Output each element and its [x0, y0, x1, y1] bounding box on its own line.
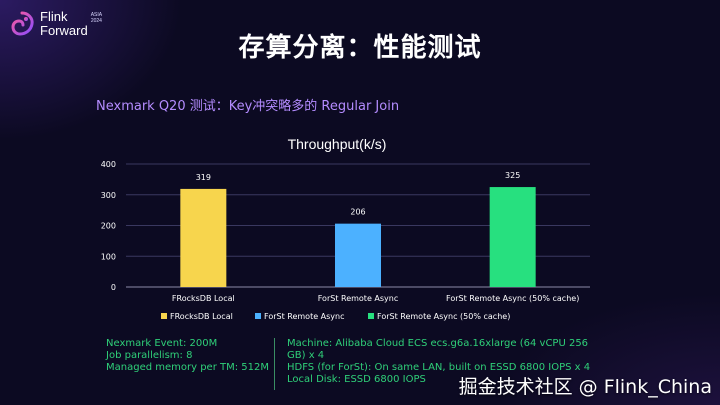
info-left-line-0: Nexmark Event: 200M [106, 338, 218, 349]
logo-line2: Forward [40, 23, 88, 38]
bar [489, 187, 536, 287]
legend-swatch [368, 313, 374, 319]
watermark: 掘金技术社区 @ Flink_China [458, 376, 712, 398]
flink-forward-logo: Flink Forward ASIA 2024 [8, 10, 102, 38]
chart-title: Throughput(k/s) [288, 136, 387, 152]
logo-badge-line2: 2024 [90, 18, 102, 24]
bar [180, 188, 227, 287]
y-tick-label: 400 [101, 160, 116, 169]
y-tick-label: 300 [101, 191, 116, 200]
legend-swatch [255, 313, 261, 319]
info-right-line-1: HDFS (for ForSt): On same LAN, built on … [287, 362, 591, 373]
info-right: Machine: Alibaba Cloud ECS ecs.g6a.16xla… [287, 338, 597, 386]
legend-label: FRocksDB Local [170, 312, 233, 321]
bar [335, 223, 381, 287]
info-right-line-2: Local Disk: ESSD 6800 IOPS [287, 374, 426, 385]
logo-line1: Flink [40, 9, 68, 24]
info-left: Nexmark Event: 200M Job parallelism: 8 M… [106, 338, 269, 374]
legend-label: ForSt Remote Async (50% cache) [377, 312, 510, 321]
x-tick-label: ForSt Remote Async [318, 294, 399, 303]
bar-value-label: 319 [196, 173, 211, 182]
legend-swatch [161, 313, 167, 319]
flink-squirrel-icon [11, 11, 34, 36]
logo-badge: ASIA 2024 [91, 12, 102, 24]
legend-label: ForSt Remote Async [264, 312, 345, 321]
bar-value-label: 325 [505, 171, 520, 180]
y-tick-label: 0 [111, 283, 116, 292]
info-right-line-0: Machine: Alibaba Cloud ECS ecs.g6a.16xla… [287, 338, 589, 361]
info-divider [274, 338, 275, 390]
slide-title: 存算分离：性能测试 [238, 33, 482, 63]
logo-badge-line1: ASIA [90, 12, 103, 18]
x-tick-label: FRocksDB Local [172, 294, 235, 303]
bar-value-label: 206 [350, 208, 365, 217]
y-tick-label: 100 [101, 252, 116, 261]
y-tick-label: 200 [101, 222, 116, 231]
info-left-line-2: Managed memory per TM: 512M [106, 362, 269, 373]
slide-subtitle: Nexmark Q20 测试：Key冲突略多的 Regular Join [96, 99, 400, 114]
x-tick-label: ForSt Remote Async (50% cache) [446, 294, 579, 303]
info-left-line-1: Job parallelism: 8 [106, 350, 193, 361]
